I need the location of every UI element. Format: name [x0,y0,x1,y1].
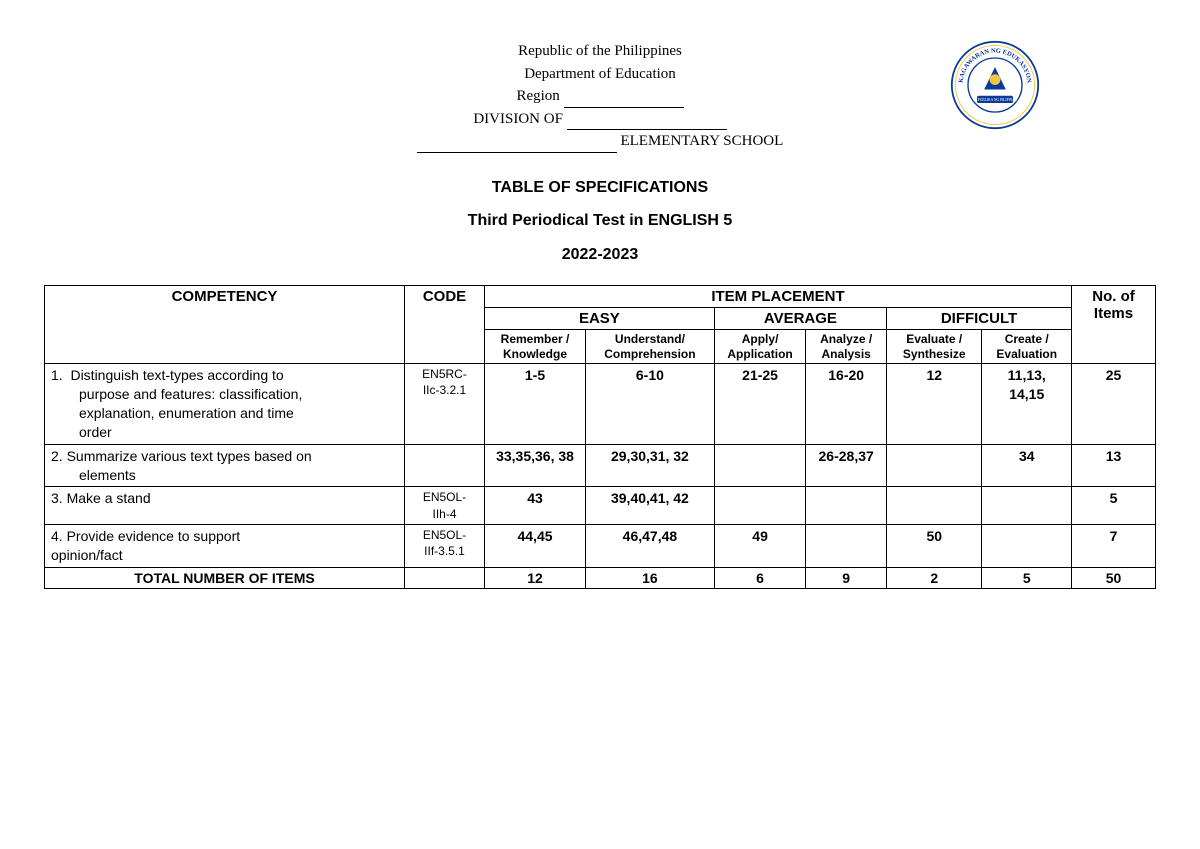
cell-code: EN5OL-IIh-4 [405,487,485,524]
cell-items: 25 [1072,364,1156,445]
cell-analyze: 16-20 [806,364,887,445]
cell-apply [714,444,806,487]
cell-remember: 43 [485,487,586,524]
total-items: 50 [1072,567,1156,588]
cell-apply: 49 [714,524,806,567]
th-evaluate: Evaluate / Synthesize [887,330,982,364]
cell-competency: 2. Summarize various text types based on… [45,444,405,487]
th-analyze: Analyze / Analysis [806,330,887,364]
cell-items: 13 [1072,444,1156,487]
cell-code [405,444,485,487]
division-label: DIVISION OF [473,111,563,127]
total-understand: 16 [586,567,715,588]
total-code [405,567,485,588]
cell-evaluate [887,487,982,524]
cell-create [982,487,1072,524]
cell-analyze [806,487,887,524]
title-block: TABLE OF SPECIFICATIONS Third Periodical… [40,171,1160,272]
th-understand: Understand/ Comprehension [586,330,715,364]
cell-competency: 3. Make a stand [45,487,405,524]
cell-analyze: 26-28,37 [806,444,887,487]
total-remember: 12 [485,567,586,588]
total-apply: 6 [714,567,806,588]
cell-items: 5 [1072,487,1156,524]
table-row: 3. Make a standEN5OL-IIh-44339,40,41, 42… [45,487,1156,524]
title-main: TABLE OF SPECIFICATIONS [40,171,1160,205]
school-suffix: ELEMENTARY SCHOOL [620,133,783,149]
title-sub: Third Periodical Test in ENGLISH 5 [40,204,1160,238]
cell-understand: 39,40,41, 42 [586,487,715,524]
table-row: 2. Summarize various text types based on… [45,444,1156,487]
cell-code: EN5RC-IIc-3.2.1 [405,364,485,445]
th-competency: COMPETENCY [45,286,405,364]
cell-competency: 4. Provide evidence to supportopinion/fa… [45,524,405,567]
th-placement: ITEM PLACEMENT [485,286,1072,308]
cell-create [982,524,1072,567]
cell-understand: 6-10 [586,364,715,445]
cell-evaluate [887,444,982,487]
table-row: 1. Distinguish text-types according topu… [45,364,1156,445]
cell-apply: 21-25 [714,364,806,445]
total-analyze: 9 [806,567,887,588]
cell-create: 34 [982,444,1072,487]
table-body: 1. Distinguish text-types according topu… [45,364,1156,589]
letterhead-school: ELEMENTARY SCHOOL [40,130,1160,153]
th-easy: EASY [485,308,715,330]
cell-evaluate: 50 [887,524,982,567]
title-year: 2022-2023 [40,238,1160,272]
cell-apply [714,487,806,524]
svg-text:REPUBLIKA NG PILIPINAS: REPUBLIKA NG PILIPINAS [973,98,1017,102]
th-difficult: DIFFICULT [887,308,1072,330]
cell-items: 7 [1072,524,1156,567]
table-row: 4. Provide evidence to supportopinion/fa… [45,524,1156,567]
school-blank [417,138,617,153]
th-no-items: No. of Items [1072,286,1156,364]
cell-remember: 33,35,36, 38 [485,444,586,487]
deped-seal: KAGAWARAN NG EDUKASYON REPUBLIKA NG PILI… [950,40,1040,130]
th-average: AVERAGE [714,308,886,330]
cell-remember: 1-5 [485,364,586,445]
region-label: Region [516,88,559,104]
table-total-row: TOTAL NUMBER OF ITEMS 1216692550 [45,567,1156,588]
region-blank [564,93,684,108]
total-evaluate: 2 [887,567,982,588]
th-create: Create / Evaluation [982,330,1072,364]
th-code: CODE [405,286,485,364]
cell-understand: 29,30,31, 32 [586,444,715,487]
cell-code: EN5OL-IIf-3.5.1 [405,524,485,567]
th-apply: Apply/ Application [714,330,806,364]
th-remember: Remember / Knowledge [485,330,586,364]
specifications-table: COMPETENCY CODE ITEM PLACEMENT No. of It… [44,285,1156,588]
cell-remember: 44,45 [485,524,586,567]
cell-understand: 46,47,48 [586,524,715,567]
total-create: 5 [982,567,1072,588]
division-blank [567,115,727,130]
cell-competency: 1. Distinguish text-types according topu… [45,364,405,445]
cell-evaluate: 12 [887,364,982,445]
cell-create: 11,13, 14,15 [982,364,1072,445]
letterhead: KAGAWARAN NG EDUKASYON REPUBLIKA NG PILI… [40,40,1160,153]
total-label: TOTAL NUMBER OF ITEMS [45,567,405,588]
cell-analyze [806,524,887,567]
